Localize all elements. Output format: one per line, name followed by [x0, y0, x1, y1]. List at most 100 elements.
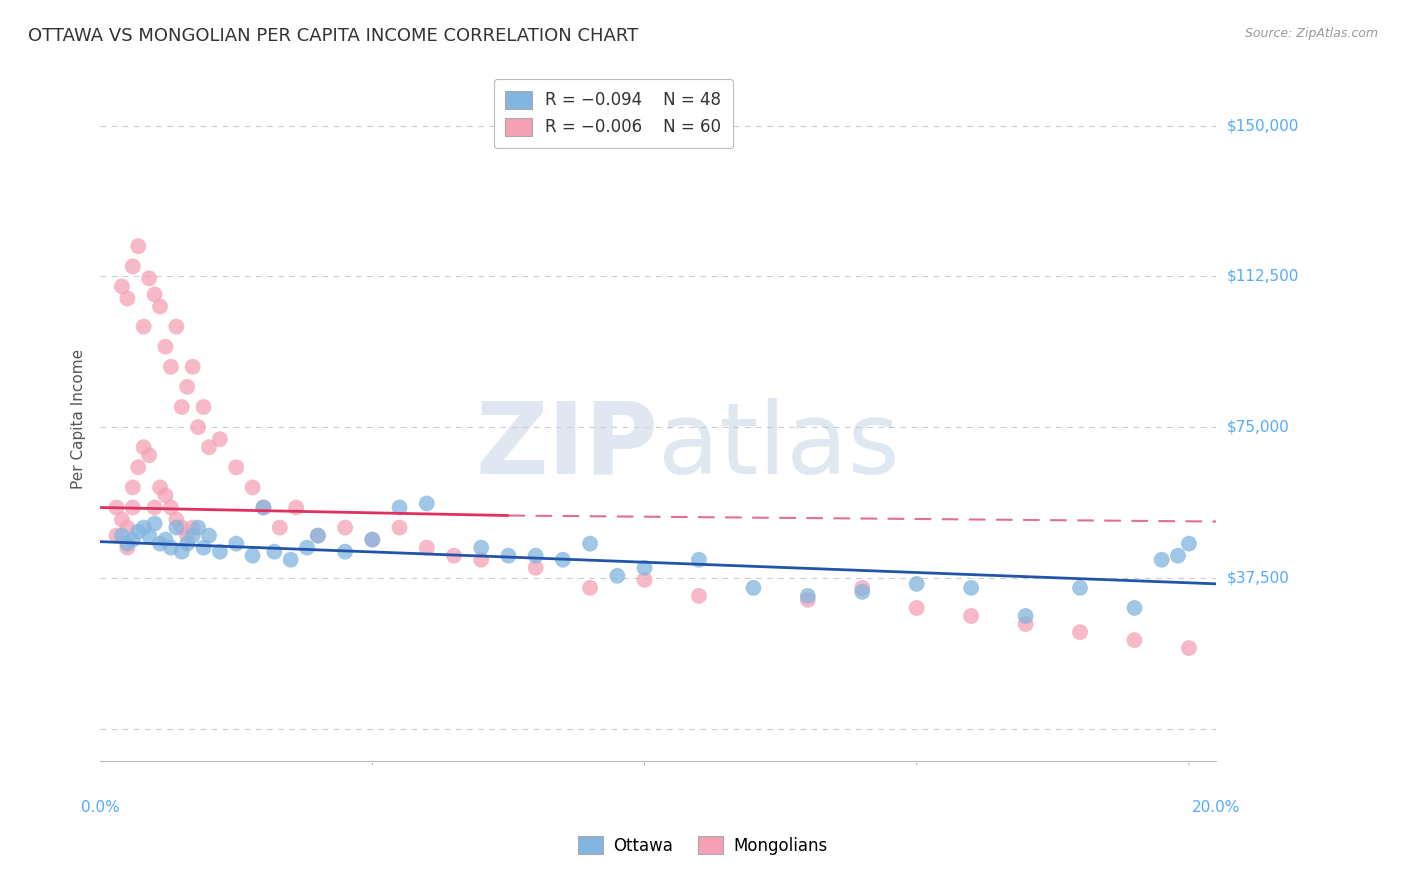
- Point: [181, 359, 204, 374]
- Point: [579, 536, 602, 550]
- Text: $150,000: $150,000: [1227, 118, 1299, 133]
- Text: Source: ZipAtlas.com: Source: ZipAtlas.com: [1244, 27, 1378, 40]
- Point: [688, 589, 710, 603]
- Point: [127, 524, 149, 539]
- Point: [333, 520, 356, 534]
- Point: [121, 480, 143, 494]
- Point: [155, 340, 177, 354]
- Point: [127, 460, 149, 475]
- Point: [1167, 549, 1189, 563]
- Point: [160, 541, 183, 555]
- Point: [242, 549, 264, 563]
- Point: [121, 260, 143, 274]
- Point: [797, 589, 820, 603]
- Y-axis label: Per Capita Income: Per Capita Income: [72, 349, 86, 489]
- Point: [121, 500, 143, 515]
- Point: [149, 536, 172, 550]
- Point: [797, 593, 820, 607]
- Point: [295, 541, 318, 555]
- Point: [117, 541, 139, 555]
- Point: [170, 544, 193, 558]
- Point: [111, 279, 134, 293]
- Point: [105, 500, 128, 515]
- Point: [143, 500, 166, 515]
- Point: [138, 271, 160, 285]
- Point: [905, 577, 928, 591]
- Text: OTTAWA VS MONGOLIAN PER CAPITA INCOME CORRELATION CHART: OTTAWA VS MONGOLIAN PER CAPITA INCOME CO…: [28, 27, 638, 45]
- Point: [606, 569, 628, 583]
- Point: [905, 601, 928, 615]
- Text: atlas: atlas: [658, 398, 900, 495]
- Text: 20.0%: 20.0%: [1192, 799, 1240, 814]
- Point: [165, 520, 187, 534]
- Point: [132, 440, 155, 454]
- Point: [160, 359, 183, 374]
- Point: [742, 581, 765, 595]
- Point: [1123, 601, 1146, 615]
- Point: [263, 544, 285, 558]
- Point: [551, 552, 574, 566]
- Legend: R = −0.094    N = 48, R = −0.006    N = 60: R = −0.094 N = 48, R = −0.006 N = 60: [494, 78, 733, 148]
- Point: [143, 287, 166, 301]
- Point: [165, 319, 187, 334]
- Point: [443, 549, 465, 563]
- Point: [333, 544, 356, 558]
- Text: 0.0%: 0.0%: [80, 799, 120, 814]
- Point: [187, 420, 209, 434]
- Point: [269, 520, 291, 534]
- Point: [1069, 625, 1091, 640]
- Point: [149, 300, 172, 314]
- Point: [579, 581, 602, 595]
- Point: [1150, 552, 1173, 566]
- Point: [470, 552, 492, 566]
- Point: [688, 552, 710, 566]
- Point: [416, 496, 439, 510]
- Point: [111, 512, 134, 526]
- Point: [1178, 536, 1201, 550]
- Point: [117, 536, 139, 550]
- Point: [307, 528, 329, 542]
- Point: [117, 520, 139, 534]
- Point: [155, 488, 177, 502]
- Point: [143, 516, 166, 531]
- Point: [160, 500, 183, 515]
- Text: $112,500: $112,500: [1227, 268, 1299, 284]
- Point: [252, 500, 274, 515]
- Point: [138, 528, 160, 542]
- Point: [193, 541, 215, 555]
- Point: [524, 561, 547, 575]
- Point: [307, 528, 329, 542]
- Point: [633, 573, 655, 587]
- Point: [242, 480, 264, 494]
- Point: [1123, 633, 1146, 648]
- Point: [524, 549, 547, 563]
- Point: [1014, 609, 1036, 624]
- Point: [170, 520, 193, 534]
- Point: [132, 520, 155, 534]
- Point: [121, 533, 143, 547]
- Point: [111, 528, 134, 542]
- Point: [132, 319, 155, 334]
- Point: [388, 520, 411, 534]
- Point: [170, 400, 193, 414]
- Point: [181, 520, 204, 534]
- Point: [851, 581, 873, 595]
- Point: [252, 500, 274, 515]
- Point: [416, 541, 439, 555]
- Point: [361, 533, 384, 547]
- Point: [176, 380, 198, 394]
- Point: [498, 549, 520, 563]
- Point: [208, 544, 231, 558]
- Point: [127, 239, 149, 253]
- Point: [176, 528, 198, 542]
- Legend: Ottawa, Mongolians: Ottawa, Mongolians: [572, 830, 834, 862]
- Point: [225, 536, 247, 550]
- Point: [633, 561, 655, 575]
- Point: [155, 533, 177, 547]
- Point: [117, 292, 139, 306]
- Point: [960, 581, 983, 595]
- Text: $37,500: $37,500: [1227, 570, 1291, 585]
- Point: [181, 528, 204, 542]
- Point: [280, 552, 302, 566]
- Point: [165, 512, 187, 526]
